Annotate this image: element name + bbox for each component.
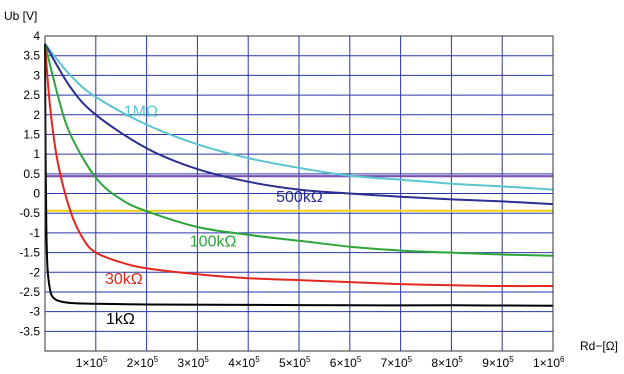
- series-line: [44, 43, 554, 307]
- series-lines: [44, 43, 554, 307]
- x-axis-label: Rd−[Ω]: [580, 339, 618, 353]
- y-tick-label: 2: [33, 108, 40, 122]
- plot-frame: [44, 35, 554, 352]
- series-line: [44, 43, 554, 191]
- y-tick-label: -0.5: [19, 206, 40, 220]
- x-tick-label: 5×105: [279, 355, 311, 370]
- series-line: [44, 43, 554, 288]
- y-tick-label: -3: [29, 305, 40, 319]
- y-tick-labels: 4 3.5 3 2.5 2 1.5 1 0.5 0 -0.5 -1 -1.5 -2 -2.5 -3 -3.5: [19, 29, 40, 338]
- reference-lines: [45, 175, 553, 212]
- x-tick-label: 2×105: [127, 355, 159, 370]
- curve-label: 100kΩ: [190, 234, 237, 251]
- y-tick-label: 0: [33, 187, 40, 201]
- y-tick-label: 2.5: [23, 88, 40, 102]
- x-tick-label: 6×105: [330, 355, 362, 370]
- x-tick-label: 1×106: [533, 355, 565, 370]
- x-tick-label: 9×105: [482, 355, 514, 370]
- curve-label: 1MΩ: [124, 104, 158, 121]
- x-tick-label: 3×105: [177, 355, 209, 370]
- y-tick-label: -1.5: [19, 246, 40, 260]
- curve-label: 30kΩ: [105, 271, 143, 288]
- y-tick-label: -1: [29, 226, 40, 240]
- y-tick-label: 1.5: [23, 127, 40, 141]
- y-tick-label: 4: [33, 29, 40, 43]
- series-line: [44, 43, 554, 257]
- x-tick-label: 8×105: [431, 355, 463, 370]
- x-tick-label: 1×105: [76, 355, 108, 370]
- x-tick-label: 4×105: [228, 355, 260, 370]
- y-tick-label: 1: [33, 147, 40, 161]
- curve-label: 500kΩ: [276, 189, 323, 206]
- y-tick-label: -2.5: [19, 285, 40, 299]
- y-axis-label: Ub [V]: [4, 9, 37, 23]
- y-tick-label: -2: [29, 265, 40, 279]
- curve-labels: 1MΩ 500kΩ 100kΩ 30kΩ 1kΩ: [105, 104, 323, 329]
- y-tick-label: 3: [33, 68, 40, 82]
- curve-label: 1kΩ: [106, 311, 135, 328]
- series-line: [44, 43, 554, 206]
- x-tick-label: 7×105: [381, 355, 413, 370]
- y-tick-label: 0.5: [23, 167, 40, 181]
- y-tick-label: -3.5: [19, 324, 40, 338]
- y-tick-label: 3.5: [23, 49, 40, 63]
- x-tick-labels: 1×105 2×105 3×105 4×105 5×105 6×105 7×105 8×105…: [76, 355, 565, 370]
